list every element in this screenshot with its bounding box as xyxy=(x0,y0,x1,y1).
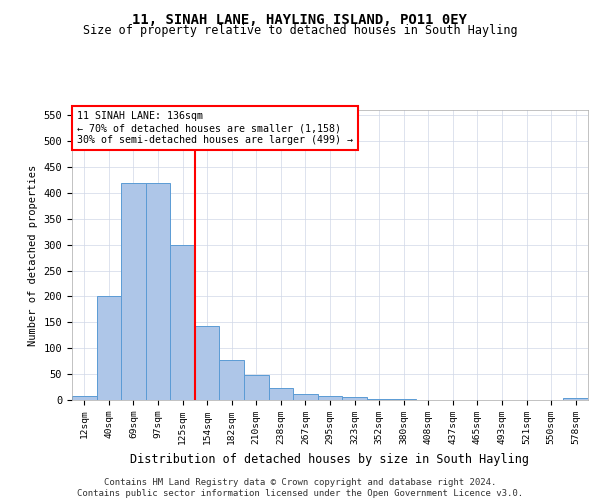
Bar xyxy=(293,394,318,400)
Y-axis label: Number of detached properties: Number of detached properties xyxy=(28,164,38,346)
Bar xyxy=(318,396,342,400)
Text: Size of property relative to detached houses in South Hayling: Size of property relative to detached ho… xyxy=(83,24,517,37)
Bar xyxy=(563,398,588,400)
Bar xyxy=(244,375,269,400)
Text: 11 SINAH LANE: 136sqm
← 70% of detached houses are smaller (1,158)
30% of semi-d: 11 SINAH LANE: 136sqm ← 70% of detached … xyxy=(77,112,353,144)
Bar xyxy=(121,182,146,400)
Bar xyxy=(342,397,367,400)
Bar xyxy=(72,396,97,400)
Bar xyxy=(220,360,244,400)
Bar xyxy=(170,244,195,400)
Bar xyxy=(146,182,170,400)
Bar xyxy=(97,296,121,400)
Text: 11, SINAH LANE, HAYLING ISLAND, PO11 0EY: 11, SINAH LANE, HAYLING ISLAND, PO11 0EY xyxy=(133,12,467,26)
X-axis label: Distribution of detached houses by size in South Hayling: Distribution of detached houses by size … xyxy=(131,452,530,466)
Bar xyxy=(195,326,220,400)
Bar xyxy=(269,388,293,400)
Text: Contains HM Land Registry data © Crown copyright and database right 2024.
Contai: Contains HM Land Registry data © Crown c… xyxy=(77,478,523,498)
